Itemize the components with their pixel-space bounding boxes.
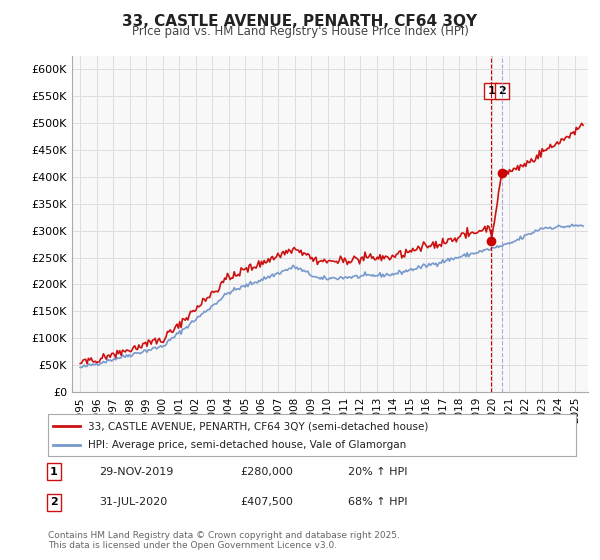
Text: 33, CASTLE AVENUE, PENARTH, CF64 3QY: 33, CASTLE AVENUE, PENARTH, CF64 3QY [122, 14, 478, 29]
Text: 31-JUL-2020: 31-JUL-2020 [99, 497, 167, 507]
Text: Price paid vs. HM Land Registry's House Price Index (HPI): Price paid vs. HM Land Registry's House … [131, 25, 469, 38]
Text: 2: 2 [498, 86, 506, 96]
Text: HPI: Average price, semi-detached house, Vale of Glamorgan: HPI: Average price, semi-detached house,… [88, 440, 406, 450]
Text: £280,000: £280,000 [240, 466, 293, 477]
Text: 29-NOV-2019: 29-NOV-2019 [99, 466, 173, 477]
Text: Contains HM Land Registry data © Crown copyright and database right 2025.
This d: Contains HM Land Registry data © Crown c… [48, 530, 400, 550]
Text: 68% ↑ HPI: 68% ↑ HPI [348, 497, 407, 507]
Text: 1: 1 [50, 466, 58, 477]
Text: £407,500: £407,500 [240, 497, 293, 507]
Text: 2: 2 [50, 497, 58, 507]
Text: 33, CASTLE AVENUE, PENARTH, CF64 3QY (semi-detached house): 33, CASTLE AVENUE, PENARTH, CF64 3QY (se… [88, 421, 428, 431]
Text: 20% ↑ HPI: 20% ↑ HPI [348, 466, 407, 477]
Text: 1: 1 [487, 86, 495, 96]
